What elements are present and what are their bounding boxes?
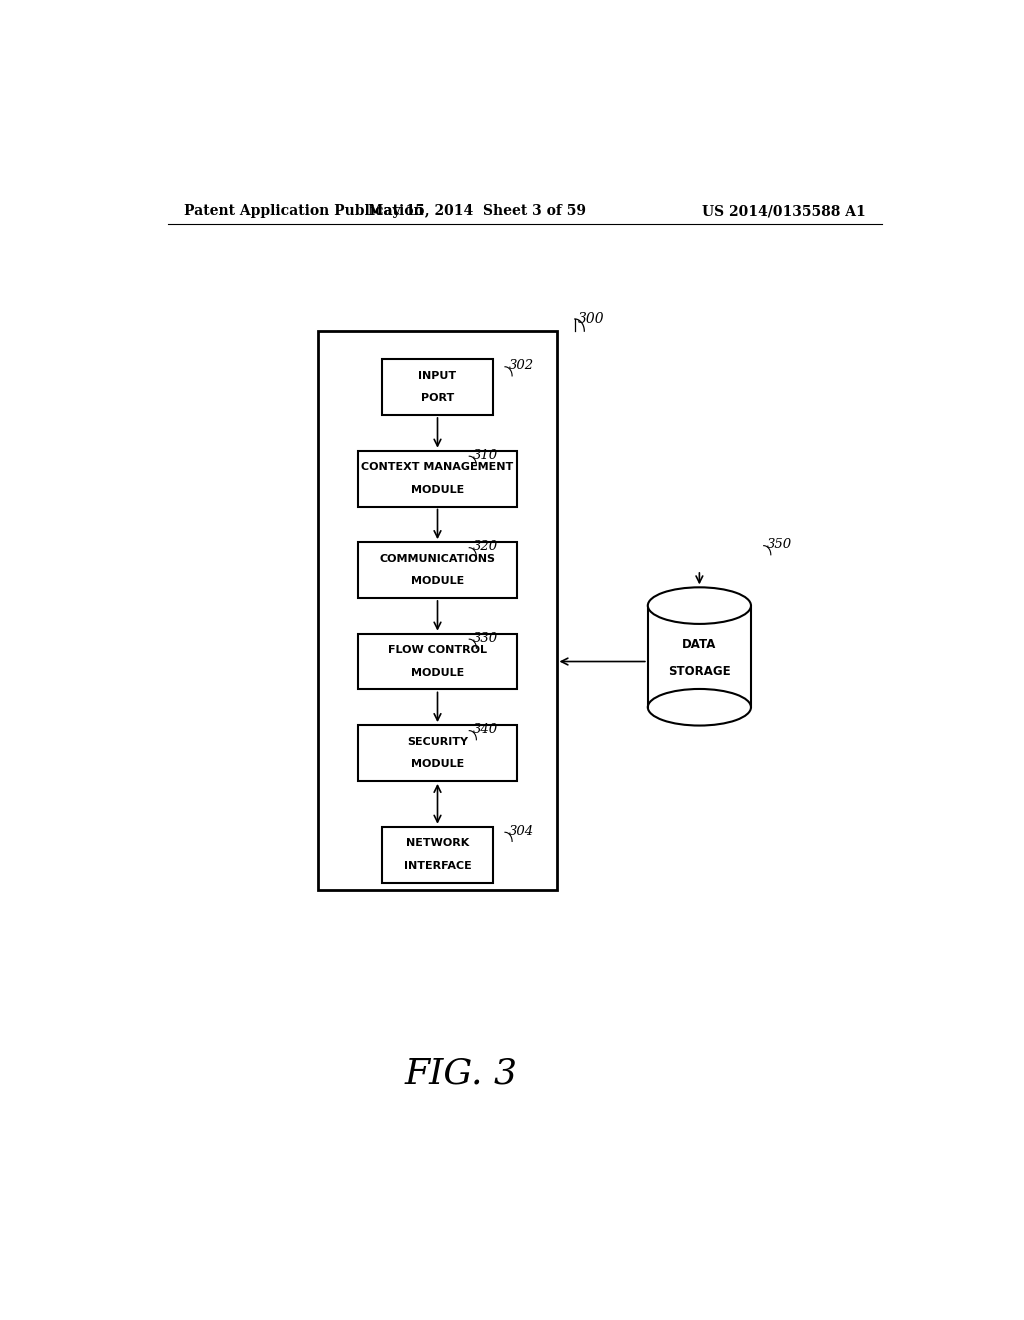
Bar [382, 826, 494, 883]
Ellipse shape [648, 587, 751, 624]
Text: INPUT: INPUT [419, 371, 457, 381]
Bar [358, 634, 517, 689]
Text: FLOW CONTROL: FLOW CONTROL [388, 645, 487, 655]
Text: MODULE: MODULE [411, 759, 464, 770]
Text: MODULE: MODULE [411, 484, 464, 495]
Text: 304: 304 [509, 825, 535, 838]
Bar [358, 450, 517, 507]
Text: PORT: PORT [421, 393, 454, 404]
Bar [358, 725, 517, 781]
Text: 320: 320 [473, 540, 499, 553]
Text: MODULE: MODULE [411, 668, 464, 677]
Text: COMMUNICATIONS: COMMUNICATIONS [380, 554, 496, 564]
Text: 340: 340 [473, 723, 499, 737]
Text: 300: 300 [578, 312, 604, 326]
Text: 330: 330 [473, 632, 499, 644]
Bar [648, 606, 751, 708]
Text: STORAGE: STORAGE [668, 665, 731, 678]
Text: 310: 310 [473, 449, 499, 462]
Text: 302: 302 [509, 359, 535, 372]
Text: 350: 350 [767, 539, 792, 552]
Text: Patent Application Publication: Patent Application Publication [183, 205, 423, 218]
Text: May 15, 2014  Sheet 3 of 59: May 15, 2014 Sheet 3 of 59 [369, 205, 586, 218]
Bar [358, 543, 517, 598]
Text: FIG. 3: FIG. 3 [404, 1056, 518, 1090]
Text: US 2014/0135588 A1: US 2014/0135588 A1 [702, 205, 866, 218]
Bar [382, 359, 494, 414]
Text: MODULE: MODULE [411, 577, 464, 586]
Bar [318, 331, 557, 890]
Text: SECURITY: SECURITY [407, 737, 468, 747]
Text: NETWORK: NETWORK [406, 838, 469, 849]
Text: DATA: DATA [682, 638, 717, 651]
Ellipse shape [648, 689, 751, 726]
Text: INTERFACE: INTERFACE [403, 861, 471, 871]
Text: CONTEXT MANAGEMENT: CONTEXT MANAGEMENT [361, 462, 514, 473]
